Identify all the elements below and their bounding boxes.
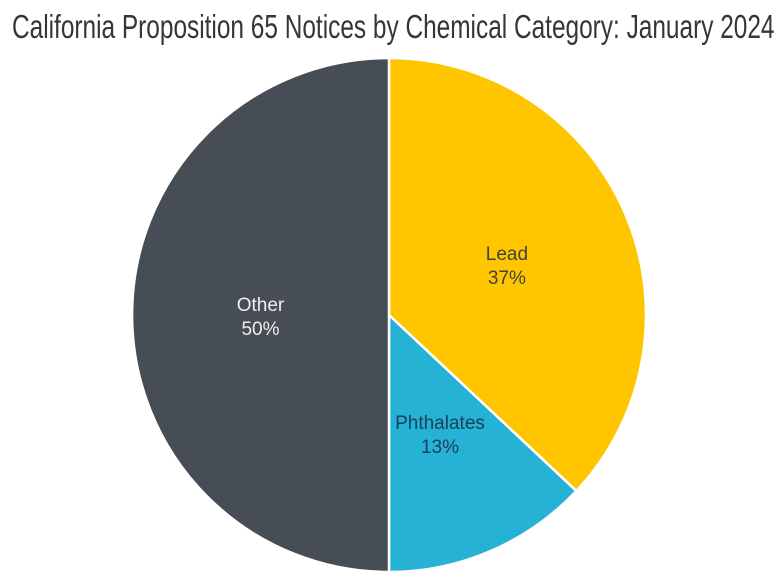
pie-slice-other bbox=[130, 56, 391, 574]
pie-label-group: Lead 37% Phthalates 13% Other 50% bbox=[237, 244, 528, 458]
slice-label-other: Other 50% bbox=[237, 295, 285, 340]
chart-title: California Proposition 65 Notices by Che… bbox=[12, 10, 775, 46]
pie-slice-phthalates bbox=[387, 313, 578, 574]
slice-label-lead: Lead 37% bbox=[486, 244, 528, 289]
pie-group bbox=[130, 56, 648, 574]
pie-slice-lead bbox=[387, 56, 648, 493]
slice-label-phthalates: Phthalates 13% bbox=[395, 413, 485, 458]
